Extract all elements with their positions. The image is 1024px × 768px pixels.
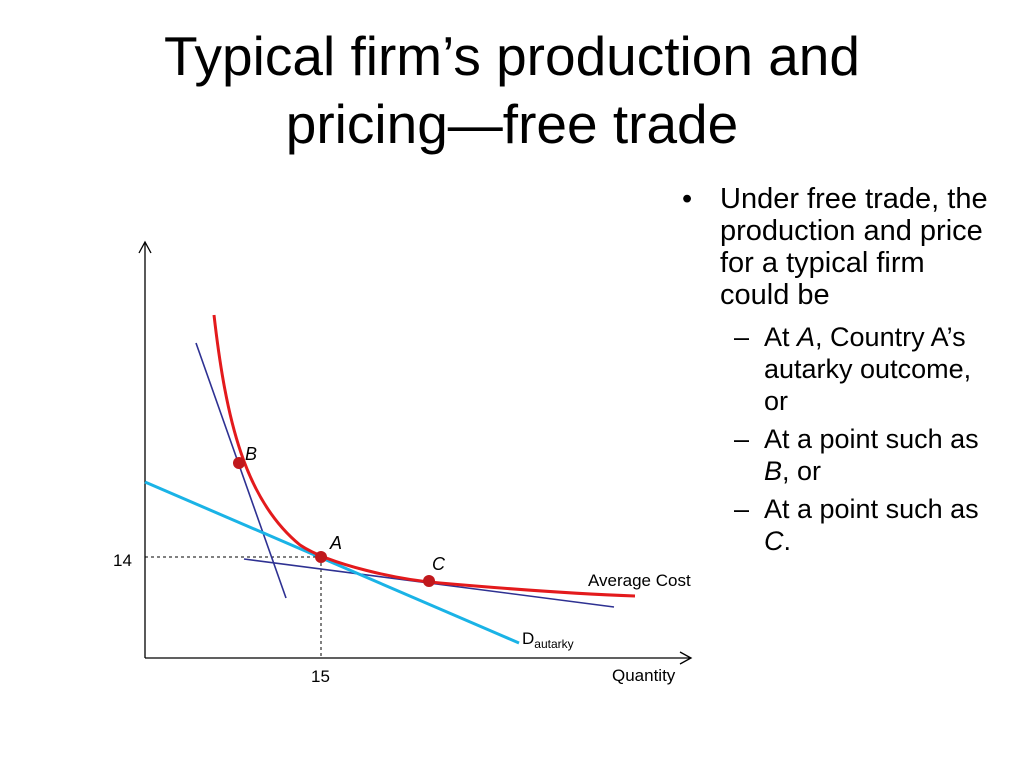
bullet-sub-3-em: C <box>764 526 784 556</box>
demand-label: Dautarky <box>522 629 574 651</box>
point-label-c: C <box>432 554 446 574</box>
bullet-sub-2-post: , or <box>782 456 822 486</box>
tangent-line-b <box>195 342 287 599</box>
bullet-main: • Under free trade, the production and p… <box>676 183 996 311</box>
bullet-dash: – <box>734 322 750 352</box>
bullet-sub-3-pre: At a point such as <box>764 494 979 524</box>
bullet-sub-3-post: . <box>783 526 792 556</box>
bullet-dash: – <box>734 494 750 524</box>
point-label-b: B <box>245 444 257 464</box>
bullet-sub-1-post: , Country A’s autarky outcome, or <box>764 322 972 416</box>
x-axis-label: Quantity <box>612 666 676 685</box>
slide-title: Typical firm’s production and pricing—fr… <box>60 22 964 158</box>
point-b <box>233 457 245 469</box>
x-tick-label: 15 <box>311 667 330 686</box>
demand-label-sub: autarky <box>534 637 573 651</box>
bullet-list: • Under free trade, the production and p… <box>676 183 996 563</box>
bullet-main-text: Under free trade, the production and pri… <box>720 183 988 311</box>
y-axis-arrow <box>138 240 152 254</box>
x-axis-arrow <box>679 651 693 665</box>
average-cost-curve <box>212 314 636 598</box>
bullet-dot: • <box>682 183 693 215</box>
y-tick-label: 14 <box>113 551 132 570</box>
bullet-sub-2-em: B <box>764 456 783 486</box>
title-line-1: Typical firm’s production and <box>164 25 860 87</box>
bullet-dash: – <box>734 424 750 454</box>
point-c <box>423 575 435 587</box>
bullet-sub-2-pre: At a point such as <box>764 424 979 454</box>
title-line-2: pricing—free trade <box>285 93 739 155</box>
point-label-a: A <box>329 533 342 553</box>
bullet-sub-3: – At a point such as C. <box>676 493 996 557</box>
demand-line-autarky <box>144 480 520 645</box>
average-cost-label: Average Cost <box>588 571 691 590</box>
bullet-sub-1: – At A, Country A’s autarky outcome, or <box>676 321 996 417</box>
demand-label-main: D <box>522 629 534 648</box>
bullet-sub-2: – At a point such as B, or <box>676 423 996 487</box>
bullet-sub-1-em: A <box>797 322 816 352</box>
point-a <box>315 551 327 563</box>
bullet-sub-1-pre: At <box>764 322 798 352</box>
